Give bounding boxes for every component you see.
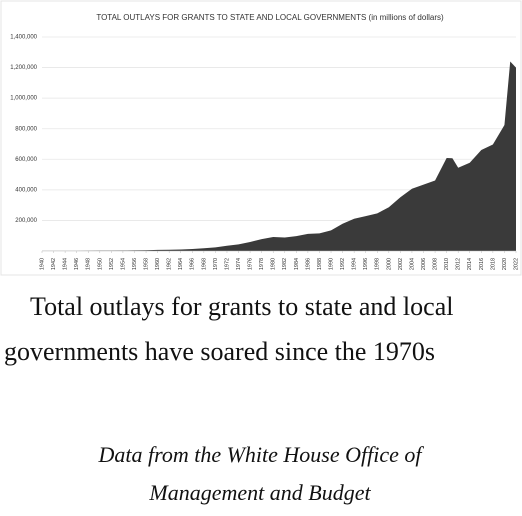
x-tick-label: 1952 xyxy=(109,258,115,270)
x-tick-label: 2016 xyxy=(479,258,485,270)
x-tick-label: 1966 xyxy=(190,258,196,270)
x-tick-label: 2010 xyxy=(444,258,450,270)
y-tick-label: 200,000 xyxy=(15,218,37,224)
x-tick-label: 1982 xyxy=(282,258,288,270)
x-tick-label: 1962 xyxy=(167,258,173,270)
chart-title: TOTAL OUTLAYS FOR GRANTS TO STATE AND LO… xyxy=(96,13,444,22)
x-tick-label: 1958 xyxy=(144,258,150,270)
x-tick-label: 1996 xyxy=(363,258,369,270)
y-tick-label: 800,000 xyxy=(15,126,37,132)
y-tick-label: 1,200,000 xyxy=(10,65,37,71)
area xyxy=(42,61,516,252)
x-tick-label: 1992 xyxy=(340,258,346,270)
x-tick-label: 1964 xyxy=(178,258,184,270)
x-tick-label: 1978 xyxy=(259,258,265,270)
x-tick-label: 1976 xyxy=(248,258,254,270)
x-tick-label: 1942 xyxy=(51,258,57,270)
source-note: Data from the White House Office of Mana… xyxy=(98,442,422,505)
caption: Total outlays for grants to state and lo… xyxy=(4,292,454,366)
x-tick-label: 1988 xyxy=(317,258,323,270)
x-tick-label: 2012 xyxy=(456,258,462,270)
x-tick-label: 2014 xyxy=(467,258,473,270)
x-tick-label: 2022 xyxy=(513,258,519,270)
x-tick-label: 2000 xyxy=(386,258,392,270)
x-tick-label: 1998 xyxy=(375,258,381,270)
x-tick-label: 2002 xyxy=(398,258,404,270)
y-tick-label: 400,000 xyxy=(15,187,37,193)
x-tick-label: 1974 xyxy=(236,258,242,270)
y-tick-label: 600,000 xyxy=(15,157,37,163)
x-tick-label: 1986 xyxy=(305,258,311,270)
x-tick-label: 1948 xyxy=(86,258,92,270)
x-tick-label: 1944 xyxy=(63,258,69,270)
x-tick-label: 1984 xyxy=(294,258,300,270)
x-tick-label: 1994 xyxy=(352,258,358,270)
x-tick-label: 2008 xyxy=(433,258,439,270)
x-tick-label: 1960 xyxy=(155,258,161,270)
x-tick-label: 2020 xyxy=(502,258,508,270)
x-tick-label: 1990 xyxy=(328,258,334,270)
x-tick-label: 1950 xyxy=(97,258,103,270)
x-tick-label: 2004 xyxy=(409,258,415,270)
x-tick-label: 2006 xyxy=(421,258,427,270)
x-tick-label: 1954 xyxy=(120,258,126,270)
x-tick-label: 1980 xyxy=(271,258,277,270)
x-tick-label: 1970 xyxy=(213,258,219,270)
x-tick-label: 1972 xyxy=(224,258,230,270)
chart: TOTAL OUTLAYS FOR GRANTS TO STATE AND LO… xyxy=(0,0,522,276)
x-tick-label: 1968 xyxy=(201,258,207,270)
y-tick-label: 1,400,000 xyxy=(10,35,37,41)
x-tick-label: 1956 xyxy=(132,258,138,270)
x-tick-label: 2018 xyxy=(490,258,496,270)
x-tick-label: 1946 xyxy=(74,258,80,270)
x-tick-label: 1940 xyxy=(39,258,45,270)
y-tick-label: 1,000,000 xyxy=(10,96,37,102)
